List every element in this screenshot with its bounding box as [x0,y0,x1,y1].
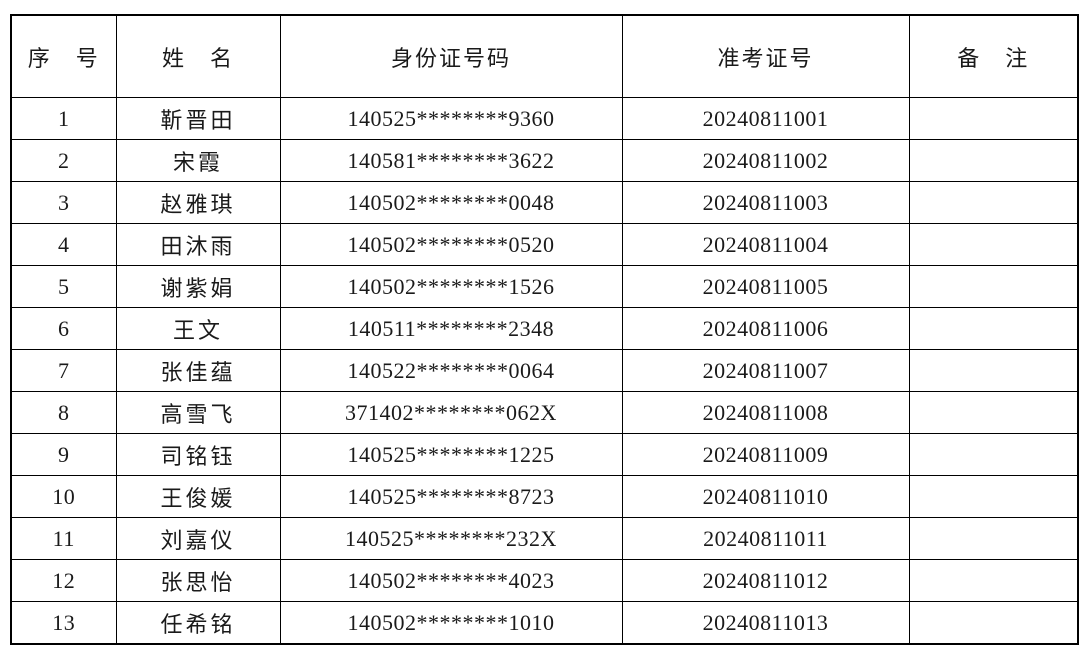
table-row: 4 田沐雨 140502********0520 20240811004 [10,223,1079,266]
cell-index: 12 [10,559,117,602]
cell-index: 8 [10,391,117,434]
table-row: 10 王俊媛 140525********8723 20240811010 [10,475,1079,518]
cell-exam-number: 20240811003 [621,181,910,224]
table-body: 1 靳晋田 140525********9360 20240811001 2 宋… [10,97,1079,645]
cell-name: 张佳蕴 [115,349,281,392]
cell-name: 谢紫娟 [115,265,281,308]
cell-exam-number: 20240811007 [621,349,910,392]
cell-id-number: 140525********9360 [279,97,623,140]
cell-remark [908,97,1079,140]
cell-id-number: 140511********2348 [279,307,623,350]
cell-index: 11 [10,517,117,560]
cell-remark [908,349,1079,392]
cell-id-number: 140502********0520 [279,223,623,266]
table-row: 9 司铭钰 140525********1225 20240811009 [10,433,1079,476]
cell-remark [908,307,1079,350]
cell-remark [908,139,1079,182]
cell-index: 6 [10,307,117,350]
cell-remark [908,265,1079,308]
table-header: 序 号 姓 名 身份证号码 准考证号 备 注 [10,14,1079,98]
table-row: 2 宋霞 140581********3622 20240811002 [10,139,1079,182]
cell-remark [908,601,1079,645]
cell-exam-number: 20240811006 [621,307,910,350]
cell-remark [908,517,1079,560]
cell-id-number: 140525********8723 [279,475,623,518]
table-row: 1 靳晋田 140525********9360 20240811001 [10,97,1079,140]
cell-id-number: 140525********232X [279,517,623,560]
cell-id-number: 371402********062X [279,391,623,434]
table-row: 6 王文 140511********2348 20240811006 [10,307,1079,350]
table-row: 3 赵雅琪 140502********0048 20240811003 [10,181,1079,224]
column-header-exam-number: 准考证号 [621,14,910,98]
cell-remark [908,433,1079,476]
cell-id-number: 140522********0064 [279,349,623,392]
cell-index: 2 [10,139,117,182]
column-header-name: 姓 名 [115,14,281,98]
cell-exam-number: 20240811010 [621,475,910,518]
cell-name: 田沐雨 [115,223,281,266]
cell-index: 1 [10,97,117,140]
cell-name: 王俊媛 [115,475,281,518]
table-row: 13 任希铭 140502********1010 20240811013 [10,601,1079,645]
cell-name: 王文 [115,307,281,350]
cell-exam-number: 20240811011 [621,517,910,560]
table-row: 12 张思怡 140502********4023 20240811012 [10,559,1079,602]
cell-name: 任希铭 [115,601,281,645]
cell-index: 10 [10,475,117,518]
cell-exam-number: 20240811009 [621,433,910,476]
cell-remark [908,475,1079,518]
cell-exam-number: 20240811005 [621,265,910,308]
cell-remark [908,391,1079,434]
cell-remark [908,223,1079,266]
cell-id-number: 140502********1010 [279,601,623,645]
column-header-remark: 备 注 [908,14,1079,98]
cell-name: 司铭钰 [115,433,281,476]
cell-index: 3 [10,181,117,224]
cell-name: 宋霞 [115,139,281,182]
cell-id-number: 140581********3622 [279,139,623,182]
cell-id-number: 140502********4023 [279,559,623,602]
table-row: 5 谢紫娟 140502********1526 20240811005 [10,265,1079,308]
cell-index: 13 [10,601,117,645]
cell-name: 张思怡 [115,559,281,602]
cell-exam-number: 20240811008 [621,391,910,434]
cell-exam-number: 20240811001 [621,97,910,140]
table-row: 11 刘嘉仪 140525********232X 20240811011 [10,517,1079,560]
header-row: 序 号 姓 名 身份证号码 准考证号 备 注 [10,14,1079,98]
cell-index: 9 [10,433,117,476]
table-row: 7 张佳蕴 140522********0064 20240811007 [10,349,1079,392]
cell-remark [908,559,1079,602]
cell-id-number: 140525********1225 [279,433,623,476]
column-header-id-number: 身份证号码 [279,14,623,98]
cell-exam-number: 20240811012 [621,559,910,602]
table-row: 8 高雪飞 371402********062X 20240811008 [10,391,1079,434]
cell-name: 刘嘉仪 [115,517,281,560]
column-header-index: 序 号 [10,14,117,98]
cell-index: 7 [10,349,117,392]
cell-exam-number: 20240811002 [621,139,910,182]
cell-name: 高雪飞 [115,391,281,434]
cell-exam-number: 20240811004 [621,223,910,266]
cell-remark [908,181,1079,224]
cell-exam-number: 20240811013 [621,601,910,645]
cell-index: 4 [10,223,117,266]
cell-name: 赵雅琪 [115,181,281,224]
cell-id-number: 140502********1526 [279,265,623,308]
roster-table: 序 号 姓 名 身份证号码 准考证号 备 注 1 靳晋田 140525*****… [10,14,1079,645]
cell-index: 5 [10,265,117,308]
cell-id-number: 140502********0048 [279,181,623,224]
cell-name: 靳晋田 [115,97,281,140]
